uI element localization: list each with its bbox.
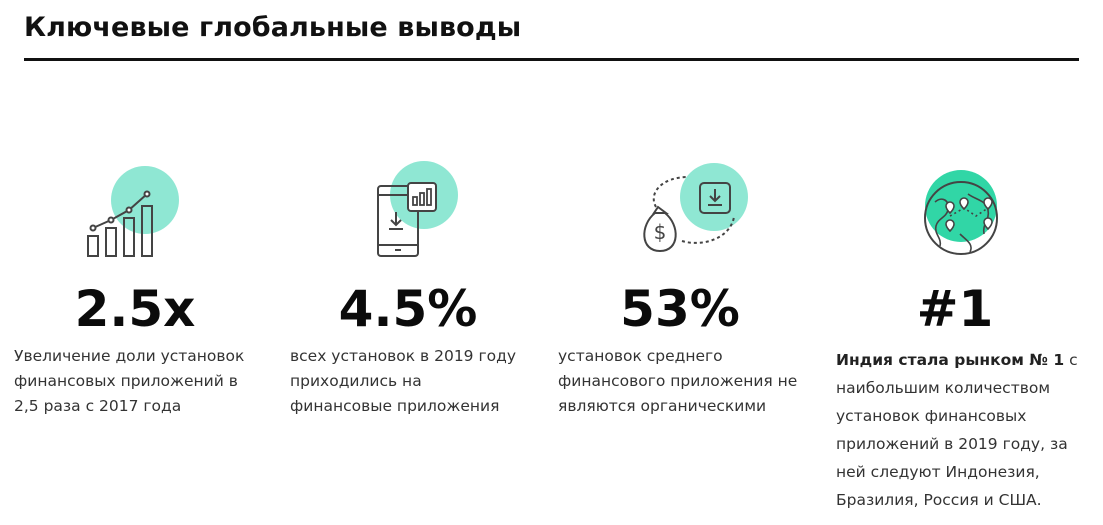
title-underline (24, 58, 1079, 61)
stat-value-rank: #1 (916, 280, 994, 338)
phone-download-icon (350, 155, 490, 265)
svg-text:$: $ (654, 220, 667, 244)
stat-value-non-organic: 53% (620, 280, 740, 338)
growth-chart-icon (78, 160, 218, 270)
page-title: Ключевые глобальные выводы (24, 12, 522, 43)
stat-description-rank-bold: Индия стала рынком № 1 (836, 351, 1065, 369)
stat-description-growth: Увеличение доли установок финансовых при… (14, 347, 245, 415)
globe-pins-icon (890, 160, 1030, 270)
stat-value-growth: 2.5x (74, 280, 196, 338)
stat-description-rank-rest: с наибольшим количеством установок финан… (836, 351, 1078, 509)
stat-description-finance-share: всех установок в 2019 году приходились н… (290, 347, 516, 415)
stat-description-rank: Индия стала рынком № 1 с наибольшим коли… (836, 346, 1081, 514)
stat-value-finance-share: 4.5% (338, 280, 478, 338)
stat-description-non-organic: установок среднего финансового приложени… (558, 347, 798, 415)
money-bag-download-icon: $ (630, 155, 770, 265)
